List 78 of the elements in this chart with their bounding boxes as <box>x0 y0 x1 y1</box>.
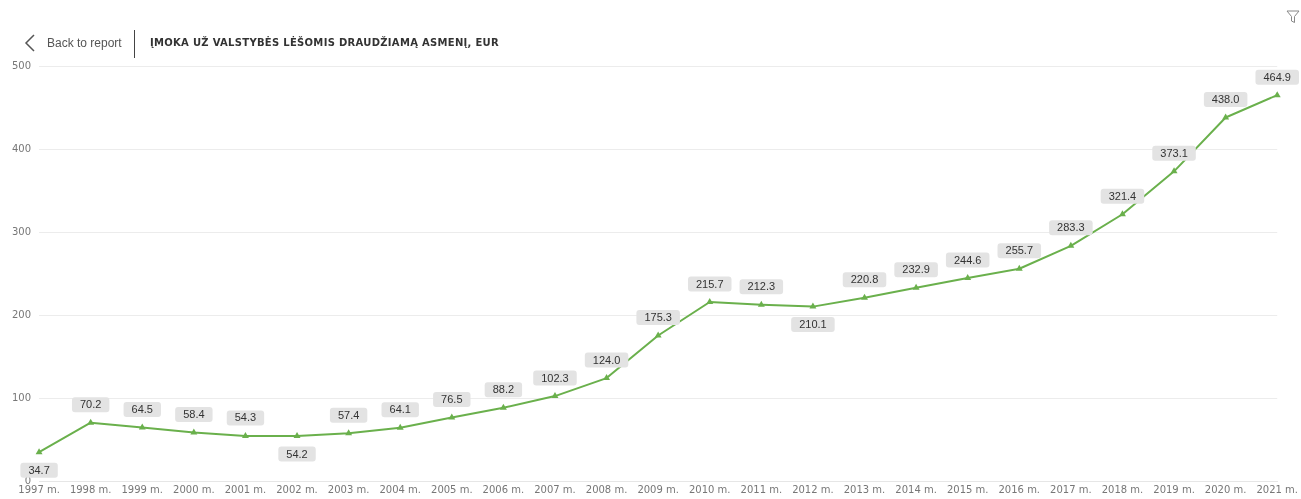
point <box>964 273 972 280</box>
x-tick-label: 2009 m. <box>637 483 679 495</box>
point <box>1015 264 1023 271</box>
point <box>603 374 611 381</box>
chart-title: ĮMOKA UŽ VALSTYBĖS LĖŠOMIS DRAUDŽIAMĄ ASMENĮ, EUR <box>150 37 500 48</box>
data-label: 220.8 <box>850 273 879 286</box>
x-tick-label: 2021 m. <box>1256 483 1299 495</box>
y-tick-label: 100 <box>11 391 32 403</box>
data-label: 215.7 <box>695 277 724 290</box>
data-label: 321.4 <box>1108 189 1137 202</box>
data-label: 244.6 <box>953 253 982 266</box>
data-label: 34.7 <box>28 463 50 476</box>
point <box>1118 210 1126 217</box>
data-label: 57.4 <box>337 408 360 421</box>
x-tick-label: 2018 m. <box>1101 483 1144 495</box>
point <box>448 413 456 420</box>
text: Back to report <box>47 36 122 50</box>
y-tick-label: 200 <box>11 308 32 320</box>
data-label: 64.1 <box>389 403 411 416</box>
x-tick-label: 2002 m. <box>276 483 318 495</box>
data-label: 88.2 <box>492 383 515 396</box>
data-label: 54.3 <box>234 411 257 424</box>
point <box>551 392 559 399</box>
x-tick-label: 1997 m. <box>18 483 60 495</box>
data-label: 70.2 <box>79 398 102 411</box>
x-tick-label: 2005 m. <box>431 483 473 495</box>
x-tick-label: 2004 m. <box>379 483 421 495</box>
data-label: 64.5 <box>131 403 153 415</box>
point <box>499 403 507 410</box>
x-tick-label: 2008 m. <box>585 483 628 495</box>
x-tick-label: 1999 m. <box>121 483 164 495</box>
y-tick-label: 400 <box>11 142 32 154</box>
data-label: 175.3 <box>644 311 672 324</box>
x-tick-label: 2011 m. <box>740 483 783 495</box>
x-tick-label: 2003 m. <box>327 483 370 495</box>
x-tick-label: 2012 m. <box>792 483 834 495</box>
data-label: 124.0 <box>592 353 621 366</box>
data-label: 464.9 <box>1263 70 1291 83</box>
data-label: 283.3 <box>1057 221 1085 234</box>
data-label: 54.2 <box>286 447 308 460</box>
data-label: 58.4 <box>183 408 205 421</box>
x-tick-label: 2016 m. <box>998 483 1041 495</box>
data-label: 76.5 <box>441 393 463 406</box>
point <box>757 300 765 307</box>
point <box>1067 241 1075 248</box>
x-tick-label: 2006 m. <box>482 483 525 495</box>
point <box>35 448 43 455</box>
y-tick-label: 500 <box>11 59 32 71</box>
x-tick-label: 2020 m. <box>1204 483 1247 495</box>
x-tick-label: 2013 m. <box>843 483 886 495</box>
point <box>654 331 662 338</box>
data-label: 373.1 <box>1160 146 1188 159</box>
point <box>293 432 301 439</box>
data-label: 438.0 <box>1211 92 1240 105</box>
data-label: 210.1 <box>799 318 827 331</box>
x-tick-label: 2001 m. <box>224 483 267 495</box>
point <box>809 302 817 309</box>
data-label: 212.3 <box>747 280 776 293</box>
data-label: 102.3 <box>541 371 569 384</box>
data-label: 232.9 <box>902 263 930 276</box>
point <box>706 297 714 304</box>
point <box>87 418 95 425</box>
y-tick-label: 300 <box>11 225 32 237</box>
point <box>1273 91 1281 98</box>
x-tick-label: 2017 m. <box>1050 483 1092 495</box>
x-tick-label: 2014 m. <box>895 483 937 495</box>
x-tick-label: 2000 m. <box>173 483 215 495</box>
data-label: 255.7 <box>1005 244 1034 257</box>
x-tick-label: 2007 m. <box>534 483 576 495</box>
point <box>912 283 920 290</box>
x-tick-label: 2019 m. <box>1153 483 1195 495</box>
point <box>396 423 404 430</box>
x-tick-label: 2010 m. <box>688 483 731 495</box>
point <box>861 293 868 300</box>
point <box>241 431 249 438</box>
x-tick-label: 1998 m. <box>69 483 112 495</box>
x-tick-label: 2015 m. <box>946 483 989 495</box>
point <box>190 428 198 435</box>
